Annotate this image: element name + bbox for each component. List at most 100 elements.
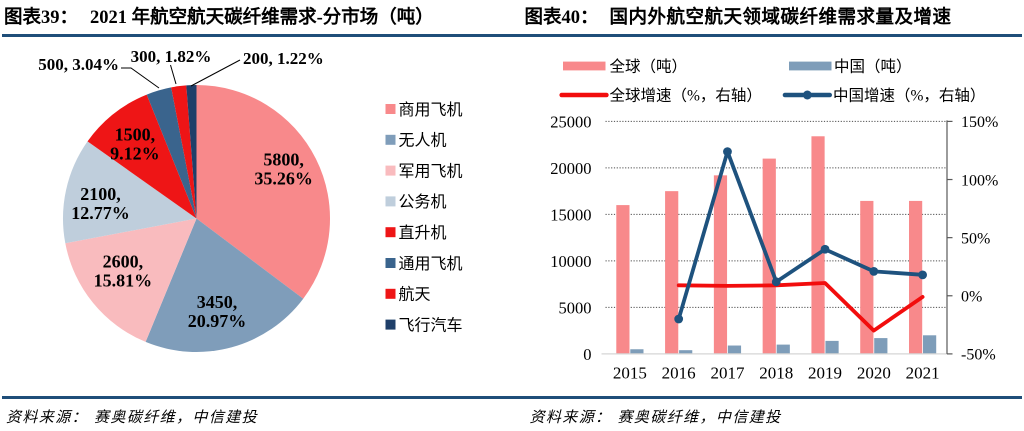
marker-中国增速（%，右轴）-2 bbox=[771, 277, 781, 287]
pie-label-直升机: 1500, 9.12% bbox=[110, 125, 160, 164]
pie-label-pct-无人机: 20.97% bbox=[188, 311, 247, 331]
category-label-2018: 2018 bbox=[759, 364, 793, 383]
pie-label-pct-商用飞机: 35.26% bbox=[254, 169, 313, 189]
bar-全球（吨）-2017 bbox=[713, 175, 728, 354]
category-label-2015: 2015 bbox=[613, 364, 647, 383]
pie-legend-swatch-直升机 bbox=[385, 227, 396, 238]
pie-label-value-无人机: 3450, bbox=[197, 292, 238, 312]
pie-label-公务机: 2100, 12.77% bbox=[71, 184, 130, 223]
figure39-source-label: 资料来源： bbox=[6, 409, 89, 426]
marker-中国增速（%，右轴）-5 bbox=[918, 270, 928, 280]
figure39-source-text: 赛奥碳纤维，中信建投 bbox=[94, 409, 259, 426]
bar-中国（吨）-2017 bbox=[727, 345, 742, 354]
pie-legend-swatch-通用飞机 bbox=[385, 258, 396, 268]
pie-label-value-直升机: 1500, bbox=[115, 125, 156, 145]
pie-outside-label-飞行汽车: 200, 1.22% bbox=[243, 49, 324, 68]
pie-legend-label-航天: 航天 bbox=[399, 286, 431, 304]
pie-legend-label-军用飞机: 军用飞机 bbox=[399, 162, 463, 180]
line-中国增速（%，右轴） bbox=[676, 149, 925, 321]
pie-legend-label-直升机: 直升机 bbox=[399, 224, 447, 242]
figure40-title: 图表40： 国内外航空航天领域碳纤维需求量及增速 bbox=[524, 8, 952, 29]
left-tick-label-20000: 20000 bbox=[550, 159, 591, 178]
pie-leader-飞行汽车 bbox=[190, 59, 241, 87]
bar-全球（吨）-2019 bbox=[811, 136, 825, 354]
marker-中国增速（%，右轴）-1 bbox=[723, 147, 732, 157]
figure40-source: 资料来源： 赛奥碳纤维，中信建投 bbox=[530, 406, 782, 427]
pie-label-value-军用飞机: 2600, bbox=[103, 252, 144, 272]
right-tick-label--50%: -50% bbox=[961, 347, 996, 364]
pie-leader-通用飞机 bbox=[121, 67, 160, 89]
category-label-2021: 2021 bbox=[906, 364, 940, 383]
pie-slice-通用飞机 bbox=[146, 87, 197, 219]
pie-slice-军用飞机 bbox=[65, 218, 197, 342]
figure39-title: 图表39： 2021 年航空航天碳纤维需求-分市场（吨） bbox=[4, 8, 434, 29]
pie-legend-label-公务机: 公务机 bbox=[399, 193, 447, 211]
legend-swatch-china-bar bbox=[789, 61, 832, 71]
pie-slice-飞行汽车 bbox=[186, 85, 197, 219]
right-tick-label-0%: 0% bbox=[961, 289, 982, 306]
left-tick-label-10000: 10000 bbox=[550, 252, 591, 271]
bar-中国（吨）-2018 bbox=[776, 344, 790, 354]
bar-全球（吨）-2016 bbox=[665, 191, 679, 354]
legend-label-global-bar: 全球（吨） bbox=[610, 58, 688, 76]
pie-label-无人机: 3450, 20.97% bbox=[188, 292, 247, 331]
category-label-2017: 2017 bbox=[710, 364, 745, 383]
pie-legend-swatch-军用飞机 bbox=[385, 165, 396, 176]
figure40-source-text: 赛奥碳纤维，中信建投 bbox=[617, 409, 782, 426]
pie-label-pct-直升机: 9.12% bbox=[110, 144, 160, 164]
pie-legend-label-无人机: 无人机 bbox=[399, 132, 447, 150]
pie-legend-label-商用飞机: 商用飞机 bbox=[399, 101, 463, 119]
figure40-source-label: 资料来源： bbox=[529, 409, 612, 426]
right-tick-label-50%: 50% bbox=[961, 230, 990, 247]
pie-legend-label-通用飞机: 通用飞机 bbox=[399, 255, 463, 273]
right-tick-label-150%: 150% bbox=[961, 114, 998, 131]
marker-中国增速（%，右轴）-0 bbox=[674, 314, 684, 324]
figure39-label: 图表39： bbox=[4, 8, 79, 28]
marker-中国增速（%，右轴）-4 bbox=[869, 266, 879, 276]
left-tick-label-15000: 15000 bbox=[550, 205, 591, 224]
footer-rule bbox=[2, 396, 1022, 399]
pie-outside-label-航天: 300, 1.82% bbox=[131, 47, 212, 66]
figure39-title-text: 2021 年航空航天碳纤维需求-分市场（吨） bbox=[90, 8, 434, 28]
legend-label-china-growth: 中国增速（%，右轴） bbox=[833, 87, 985, 105]
figure40-title-text: 国内外航空航天领域碳纤维需求量及增速 bbox=[609, 8, 952, 28]
figure40-label: 图表40： bbox=[524, 8, 599, 28]
pie-legend-swatch-航天 bbox=[385, 288, 396, 299]
pie-label-商用飞机: 5800, 35.26% bbox=[254, 150, 313, 189]
category-label-2019: 2019 bbox=[808, 364, 842, 383]
category-label-2016: 2016 bbox=[662, 364, 696, 383]
category-label-2020: 2020 bbox=[857, 364, 891, 383]
pie-slice-无人机 bbox=[145, 218, 304, 353]
bar-中国（吨）-2020 bbox=[874, 338, 888, 354]
legend-label-china-bar: 中国（吨） bbox=[834, 58, 912, 76]
pie-leader-航天 bbox=[170, 64, 177, 85]
pie-legend-swatch-商用飞机 bbox=[385, 104, 396, 114]
pie-slice-商用飞机 bbox=[196, 85, 331, 299]
pie-label-军用飞机: 2600, 15.81% bbox=[94, 252, 153, 291]
legend-marker-china-growth bbox=[802, 90, 812, 100]
bar-全球（吨）-2021 bbox=[909, 200, 923, 354]
bar-中国（吨）-2016 bbox=[679, 350, 693, 354]
pie-legend-label-飞行汽车: 飞行汽车 bbox=[399, 316, 463, 334]
figure39-source: 资料来源： 赛奥碳纤维，中信建投 bbox=[6, 406, 258, 427]
pie-outside-label-通用飞机: 500, 3.04% bbox=[38, 55, 119, 74]
pie-legend-swatch-无人机 bbox=[385, 134, 396, 145]
left-tick-label-5000: 5000 bbox=[559, 298, 592, 317]
bar-中国（吨）-2019 bbox=[825, 340, 839, 354]
pie-slice-航天 bbox=[171, 85, 197, 219]
bar-全球（吨）-2018 bbox=[762, 158, 776, 354]
legend-label-global-growth: 全球增速（%，右轴） bbox=[610, 87, 762, 105]
left-tick-label-0: 0 bbox=[583, 345, 591, 364]
left-tick-label-25000: 25000 bbox=[550, 112, 591, 131]
pie-label-value-公务机: 2100, bbox=[80, 184, 121, 204]
legend-swatch-global-bar bbox=[563, 61, 606, 71]
pie-chart-aerospace-demand: 5800, 35.26% 3450, 20.97% 2600, 15.81% 2100, 12… bbox=[38, 47, 463, 353]
pie-slice-直升机 bbox=[87, 94, 197, 219]
right-tick-label-100%: 100% bbox=[961, 172, 998, 189]
line-全球增速（%，右轴） bbox=[676, 281, 925, 333]
bar-全球（吨）-2020 bbox=[860, 200, 874, 354]
pie-label-pct-军用飞机: 15.81% bbox=[94, 271, 153, 291]
pie-label-pct-公务机: 12.77% bbox=[71, 203, 130, 223]
marker-中国增速（%，右轴）-3 bbox=[820, 244, 830, 254]
